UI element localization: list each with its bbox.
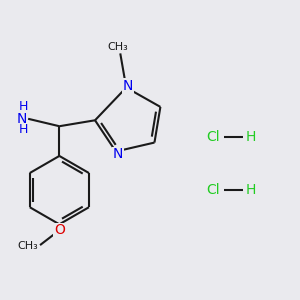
Text: H: H bbox=[19, 123, 28, 136]
Text: Cl: Cl bbox=[206, 130, 220, 144]
Text: H: H bbox=[245, 183, 256, 197]
Text: Cl: Cl bbox=[206, 183, 220, 197]
Text: H: H bbox=[245, 130, 256, 144]
Text: H: H bbox=[19, 100, 28, 113]
Text: N: N bbox=[113, 148, 123, 161]
Text: CH₃: CH₃ bbox=[18, 241, 38, 251]
Text: CH₃: CH₃ bbox=[107, 42, 128, 52]
Text: O: O bbox=[54, 223, 65, 237]
Text: N: N bbox=[122, 79, 133, 93]
Text: N: N bbox=[17, 112, 27, 126]
